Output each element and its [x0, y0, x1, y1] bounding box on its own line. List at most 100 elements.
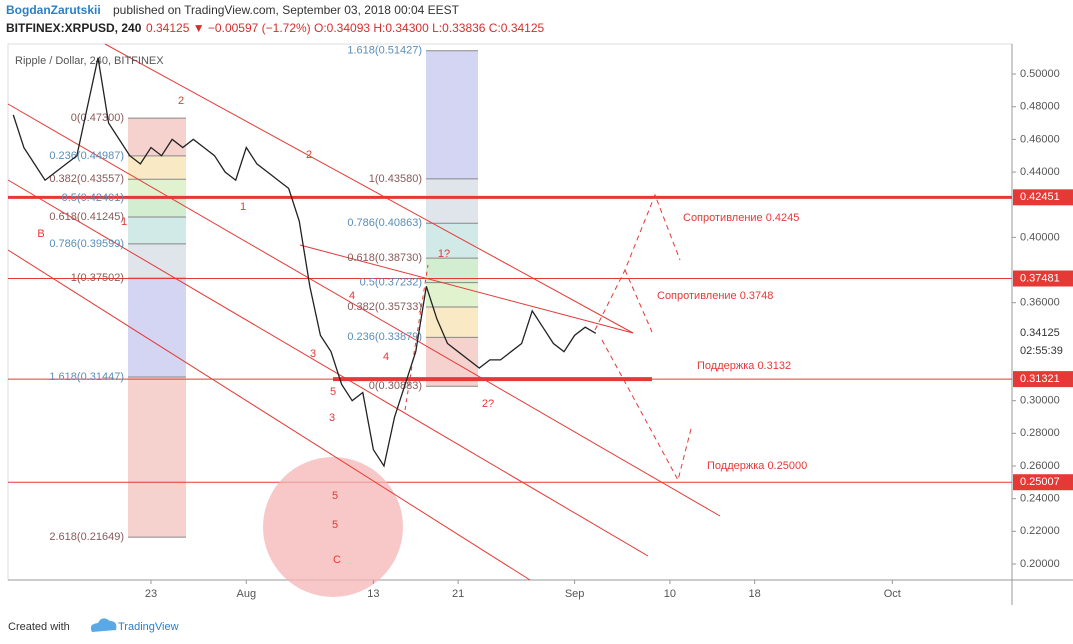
fib-label: 0.5(0.37232) [360, 276, 422, 288]
fib-label: 1(0.43580) [369, 173, 422, 185]
level-badge-label: 0.25007 [1020, 476, 1060, 488]
y-tick-label: 0.24000 [1020, 493, 1060, 505]
countdown: 02:55:39 [1020, 345, 1063, 357]
y-tick-label: 0.36000 [1020, 297, 1060, 309]
symbol: BITFINEX:XRPUSD, 240 [6, 21, 142, 35]
channel-line [104, 43, 634, 334]
fib-label: 0(0.47300) [71, 112, 124, 124]
y-tick-label: 0.46000 [1020, 133, 1060, 145]
wave-label: 5 [330, 386, 336, 398]
fib-zone [128, 198, 186, 218]
fib-label: 0.786(0.40863) [347, 217, 422, 229]
footer-brand[interactable]: TradingView [118, 621, 179, 633]
last-price: 0.34125 [1020, 327, 1060, 339]
y-tick-label: 0.48000 [1020, 101, 1060, 113]
level-badge [1013, 189, 1073, 206]
projection [594, 193, 681, 331]
annotation: Сопротивление 0.4245 [683, 212, 799, 224]
wave-label: 2 [178, 95, 184, 107]
projection [601, 339, 693, 482]
wave-label: 4 [383, 351, 389, 363]
x-tick-label: 13 [367, 588, 379, 600]
x-tick-label: Oct [884, 588, 901, 600]
fib-label: 2.618(0.21649) [49, 531, 124, 543]
wave-label: 1? [438, 248, 450, 260]
annotation: Поддержка 0.3132 [697, 360, 791, 372]
x-tick-label: Sep [565, 588, 585, 600]
fib-zone [426, 282, 478, 308]
x-tick-label: 10 [664, 588, 676, 600]
wave-label: 2 [306, 149, 312, 161]
fib-label: 0.5(0.42401) [62, 192, 124, 204]
projection [624, 269, 653, 333]
wave-label: 3 [310, 348, 316, 360]
background-layer [8, 50, 1012, 538]
footer-text: Created with [8, 621, 70, 633]
fib-label: 0.236(0.33879) [347, 331, 422, 343]
level-badge [1013, 371, 1073, 388]
channel-line [7, 103, 721, 517]
level-badge [1013, 474, 1073, 491]
fib-zone [426, 178, 478, 224]
fib-zone [426, 223, 478, 259]
fib-zone [128, 155, 186, 180]
fib-zone [426, 50, 478, 179]
fib-zone [128, 243, 186, 279]
wave-label: 5 [332, 519, 338, 531]
annotation: Сопротивление 0.3748 [657, 290, 773, 302]
fib-zone [128, 179, 186, 199]
wave-label: 5 [332, 490, 338, 502]
projection [404, 264, 429, 411]
fib-zone [128, 377, 186, 538]
fib-label: 0.786(0.39599) [49, 238, 124, 250]
y-tick-label: 0.20000 [1020, 558, 1060, 570]
foreground-layer: 0(0.47300) 0.236(0.44987) 0.382(0.43557) 0.… [37, 45, 807, 566]
circle [263, 457, 403, 597]
price-line [12, 57, 597, 468]
fib-label: 1.618(0.31447) [49, 371, 124, 383]
fib-label: 1.618(0.51427) [347, 45, 422, 57]
logo [90, 618, 117, 632]
fib-label: 0.382(0.43557) [49, 173, 124, 185]
wave-label: B [37, 228, 44, 240]
y-tick-label: 0.50000 [1020, 68, 1060, 80]
trend-line [299, 244, 634, 334]
trend-lines [7, 43, 721, 581]
wave-label: 4 [349, 290, 355, 302]
fib-label: 0.236(0.44987) [49, 150, 124, 162]
wave-label: C [333, 554, 341, 566]
wave-label: 3 [329, 412, 335, 424]
y-tick-label: 0.22000 [1020, 525, 1060, 537]
level-badge-label: 0.37481 [1020, 272, 1060, 284]
y-tick-label: 0.30000 [1020, 395, 1060, 407]
y-tick-label: 0.26000 [1020, 460, 1060, 472]
chart-title: Ripple / Dollar, 240, BITFINEX [15, 55, 164, 67]
level-badge-label: 0.42451 [1020, 191, 1060, 203]
fib-zone [128, 118, 186, 156]
fib-zone [128, 278, 186, 378]
y-tick-label: 0.28000 [1020, 427, 1060, 439]
wave-label: 1 [121, 216, 127, 228]
wave-label: 2? [482, 398, 494, 410]
fib-zone [426, 307, 478, 338]
x-tick-label: 23 [145, 588, 157, 600]
level-badge [1013, 270, 1073, 287]
fib-label: 1(0.37502) [71, 272, 124, 284]
fib-label: 0.618(0.41245) [49, 211, 124, 223]
y-tick-label: 0.44000 [1020, 166, 1060, 178]
x-tick-label: 18 [749, 588, 761, 600]
fib-label: 0.382(0.35733) [347, 301, 422, 313]
wave-label: 1 [240, 201, 246, 213]
level-badge-label: 0.31321 [1020, 373, 1060, 385]
y-tick-label: 0.40000 [1020, 231, 1060, 243]
annotation: Поддержка 0.25000 [707, 460, 807, 472]
fib-label: 0.618(0.38730) [347, 252, 422, 264]
fib-zone [128, 217, 186, 244]
channel-line [7, 179, 649, 557]
author[interactable]: BogdanZarutskii [6, 3, 101, 17]
x-tick-label: Aug [237, 588, 257, 600]
published: published on TradingView.com, September … [113, 3, 460, 17]
channel-line [7, 249, 531, 581]
x-tick-label: 21 [452, 588, 464, 600]
